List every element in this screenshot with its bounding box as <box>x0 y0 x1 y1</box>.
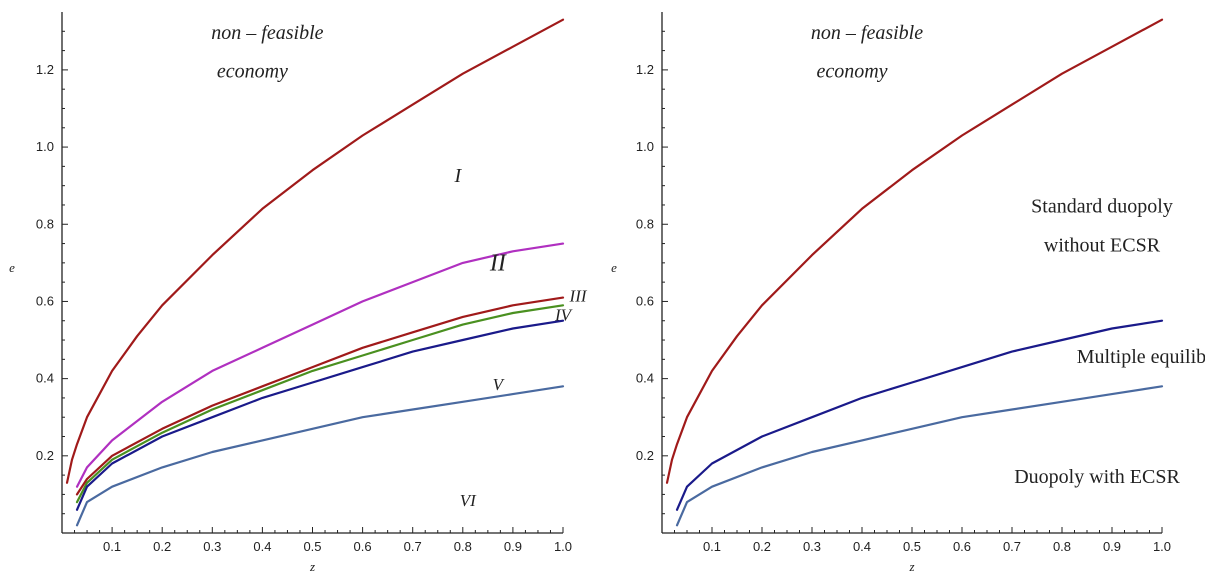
y-tick-label: 0.8 <box>636 216 654 231</box>
annotation-4: III <box>569 286 588 305</box>
x-tick-label: 0.3 <box>803 539 821 554</box>
annotation-1: economy <box>816 61 887 83</box>
x-tick-label: 1.0 <box>1153 539 1171 554</box>
y-tick-label: 1.2 <box>636 62 654 77</box>
x-tick-label: 0.5 <box>303 539 321 554</box>
series-line-4 <box>75 319 565 511</box>
annotation-0: non – feasible <box>811 22 923 44</box>
x-tick-label: 0.6 <box>354 539 372 554</box>
annotation-3: without ECSR <box>1044 234 1161 256</box>
x-tick-label: 0.8 <box>454 539 472 554</box>
x-tick-label: 0.3 <box>203 539 221 554</box>
series-line-3 <box>75 304 565 504</box>
annotation-6: V <box>493 375 506 394</box>
series-line-5 <box>75 385 565 527</box>
x-tick-label: 0.2 <box>753 539 771 554</box>
annotation-2: Standard duopoly <box>1031 196 1173 218</box>
x-tick-label: 1.0 <box>554 539 572 554</box>
y-tick-label: 0.2 <box>636 448 654 463</box>
annotation-3: II <box>489 251 507 277</box>
annotation-2: I <box>453 165 462 187</box>
annotation-0: non – feasible <box>211 22 323 44</box>
series-line-2 <box>75 296 565 496</box>
y-tick-label: 0.8 <box>36 216 54 231</box>
annotation-7: VI <box>460 491 477 510</box>
y-tick-label: 0.4 <box>36 371 54 386</box>
annotation-5: Duopoly with ECSR <box>1014 466 1180 488</box>
x-axis-label: z <box>908 559 914 574</box>
x-axis-label: z <box>309 559 315 574</box>
y-tick-label: 0.4 <box>636 371 654 386</box>
series-line-0 <box>65 18 565 484</box>
chart-left: 0.1 0.2 0.3 0.4 0.5 0.6 0.7 0.8 0.9 1.0 0.2 0.4 0.6 0… <box>9 12 588 574</box>
y-tick-label: 0.2 <box>36 448 54 463</box>
x-tick-label: 0.9 <box>1103 539 1121 554</box>
x-tick-label: 0.5 <box>903 539 921 554</box>
annotation-4: Multiple equilibria <box>1077 346 1205 368</box>
x-tick-label: 0.9 <box>504 539 522 554</box>
x-tick-label: 0.1 <box>103 539 121 554</box>
annotation-5: IV <box>554 306 574 325</box>
x-tick-label: 0.6 <box>953 539 971 554</box>
y-axis-label: e <box>9 260 15 275</box>
x-tick-label: 0.1 <box>703 539 721 554</box>
x-tick-label: 0.7 <box>404 539 422 554</box>
chart-right: 0.1 0.2 0.3 0.4 0.5 0.6 0.7 0.8 0.9 1.0 0.2 0.4 0.6 0… <box>611 12 1205 574</box>
x-tick-label: 0.7 <box>1003 539 1021 554</box>
series-line-1 <box>675 319 1164 511</box>
y-tick-label: 1.2 <box>36 62 54 77</box>
x-tick-label: 0.8 <box>1053 539 1071 554</box>
x-tick-label: 0.4 <box>853 539 871 554</box>
series-line-0 <box>665 18 1164 484</box>
y-tick-label: 1.0 <box>36 139 54 154</box>
annotation-1: economy <box>217 61 288 83</box>
series-line-1 <box>75 242 565 488</box>
y-tick-label: 1.0 <box>636 139 654 154</box>
y-tick-label: 0.6 <box>36 293 54 308</box>
x-tick-label: 0.2 <box>153 539 171 554</box>
x-tick-label: 0.4 <box>253 539 271 554</box>
y-axis-label: e <box>611 260 617 275</box>
series-line-2 <box>675 385 1164 527</box>
y-tick-label: 0.6 <box>636 293 654 308</box>
